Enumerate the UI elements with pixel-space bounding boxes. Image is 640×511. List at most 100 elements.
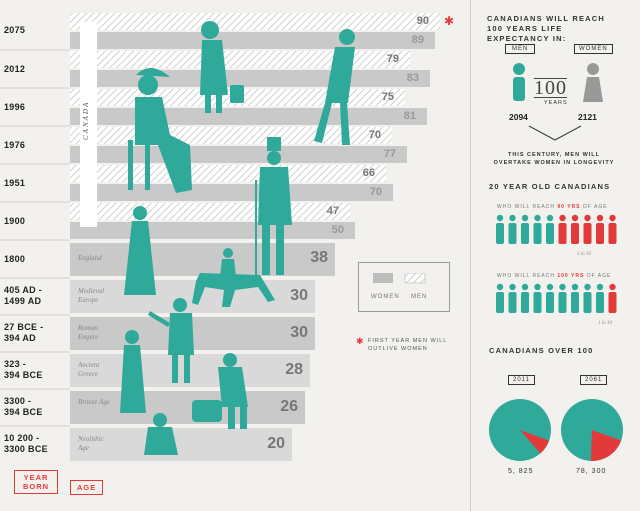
- silhouette-horse-rider: [192, 248, 275, 307]
- silhouette-top-hat-man: [255, 137, 292, 280]
- pie-value-2011: 5, 825: [508, 468, 534, 475]
- person-icon-teal: [546, 283, 554, 313]
- person-icon-teal: [508, 283, 517, 313]
- age-label: AGE: [70, 480, 104, 495]
- men-year: 2094: [509, 112, 528, 122]
- year-neolithic: 10 200 - 3300 BCE: [4, 433, 48, 454]
- life-expectancy-title: CANADIANS WILL REACH 100 YEARS LIFE EXPE…: [487, 14, 606, 43]
- value-men-2075: 89: [411, 34, 424, 46]
- value-women-1900: 47: [326, 205, 339, 217]
- reach90-line: WHO WILL REACH 90 YRS OF AGE: [497, 204, 608, 210]
- people-row-100: [496, 283, 617, 313]
- era-bronze: Bronze Age: [78, 398, 111, 406]
- person-icon-red: [608, 214, 617, 244]
- canada-label: CANADA: [82, 100, 90, 140]
- silhouette-crouching: [144, 413, 178, 455]
- pie-2061: [561, 399, 623, 461]
- pie-slice-2011: [520, 430, 550, 454]
- reach100-line: WHO WILL REACH 100 YRS OF AGE: [497, 273, 612, 279]
- bar-women-2012: [70, 51, 410, 68]
- silhouette-seated-woman: [128, 67, 192, 193]
- twenty-title: 20 YEAR OLD CANADIANS: [489, 182, 611, 191]
- value-women-1976: 70: [368, 129, 381, 141]
- year-greece: 323 - 394 BCE: [4, 359, 43, 380]
- over100-title: CANADIANS OVER 100: [489, 346, 594, 355]
- year-born-label: YEAR BORN: [14, 470, 58, 494]
- silhouette-roman: [148, 298, 194, 383]
- person-icon-red: [596, 214, 604, 244]
- era-medieval: Medieval Europe: [78, 287, 105, 304]
- pie-year-2011: 2011: [508, 375, 535, 385]
- pie-value-2061: 78, 300: [576, 468, 607, 475]
- year-roman: 27 BCE - 394 AD: [4, 322, 44, 343]
- value-women-2012: 79: [386, 53, 399, 65]
- person-icon-teal: [533, 214, 542, 244]
- woman-figure-icon: [583, 63, 603, 102]
- year-1900: 1900: [4, 216, 26, 226]
- value-men-1996: 81: [403, 110, 416, 122]
- men-label: MEN: [505, 44, 536, 54]
- divider: [470, 0, 471, 511]
- pie-year-2061: 2061: [580, 375, 608, 385]
- person-icon-teal: [558, 283, 567, 313]
- age-greece: 28: [285, 361, 303, 378]
- age-bronze: 26: [280, 398, 298, 415]
- age-neolithic: 20: [267, 435, 285, 452]
- man-figure-icon: [513, 63, 525, 101]
- years-label: YEARS: [544, 100, 568, 106]
- person-icon-red: [558, 214, 567, 244]
- legend-star-note: FIRST YEAR MEN WILL OUTLIVE WOMEN: [368, 338, 448, 352]
- era-neolithic: Neolithic Age: [78, 435, 104, 452]
- age-medieval: 30: [290, 287, 308, 304]
- era-greece: Ancient Greece: [78, 361, 100, 378]
- big-100: 100: [534, 77, 567, 99]
- silhouette-old-woman: [200, 21, 244, 113]
- legend-star-icon: ✱: [356, 336, 364, 346]
- pie-slice-2061: [590, 430, 622, 461]
- age-1800: 38: [310, 249, 328, 266]
- legend-men: MEN: [411, 294, 428, 300]
- person-icon-red: [583, 214, 592, 244]
- person-icon-teal: [521, 214, 529, 244]
- bar-women-2075: [70, 13, 440, 30]
- person-icon-teal: [496, 283, 504, 313]
- people-row-90: [496, 214, 617, 244]
- year-2075: 2075: [4, 25, 26, 35]
- pies: [489, 399, 623, 461]
- pie-2011: [489, 399, 551, 461]
- person-icon-teal: [521, 283, 529, 313]
- year-1800: 1800: [4, 254, 26, 264]
- reach90-note: 5 in 10: [577, 252, 591, 257]
- era-england: England: [78, 254, 102, 262]
- year-1976: 1976: [4, 140, 26, 150]
- bar-men-1976: [70, 146, 407, 163]
- legend-swatches: [373, 273, 426, 284]
- person-icon-teal: [496, 214, 504, 244]
- legend-box: WOMEN MEN: [358, 262, 450, 312]
- year-2012: 2012: [4, 64, 26, 74]
- person-icon-teal: [533, 283, 542, 313]
- value-men-1900: 50: [331, 224, 344, 236]
- year-1996: 1996: [4, 102, 26, 112]
- women-year: 2121: [578, 112, 597, 122]
- reach100-note: 1 in 10: [598, 321, 612, 326]
- person-icon-teal: [546, 214, 554, 244]
- year-medieval: 405 AD - 1499 AD: [4, 285, 43, 306]
- value-men-1976: 77: [383, 148, 396, 160]
- silhouette-victorian-woman: [124, 206, 156, 295]
- person-icon-teal: [596, 283, 604, 313]
- silhouette-old-man: [314, 29, 355, 145]
- year-bronze: 3300 - 394 BCE: [4, 396, 43, 417]
- era-roman: Roman Empire: [78, 324, 99, 341]
- women-label: WOMEN: [574, 44, 613, 54]
- silhouette-greek-woman: [120, 330, 146, 413]
- legend-women: WOMEN: [371, 294, 400, 300]
- person-icon-red: [608, 283, 617, 313]
- value-men-1951: 70: [369, 186, 382, 198]
- value-women-1951: 66: [362, 167, 375, 179]
- silhouette-blacksmith: [192, 353, 248, 429]
- value-women-1996: 75: [381, 91, 394, 103]
- age-roman: 30: [290, 324, 308, 341]
- person-icon-teal: [583, 283, 592, 313]
- bar-men-1951: [70, 184, 393, 201]
